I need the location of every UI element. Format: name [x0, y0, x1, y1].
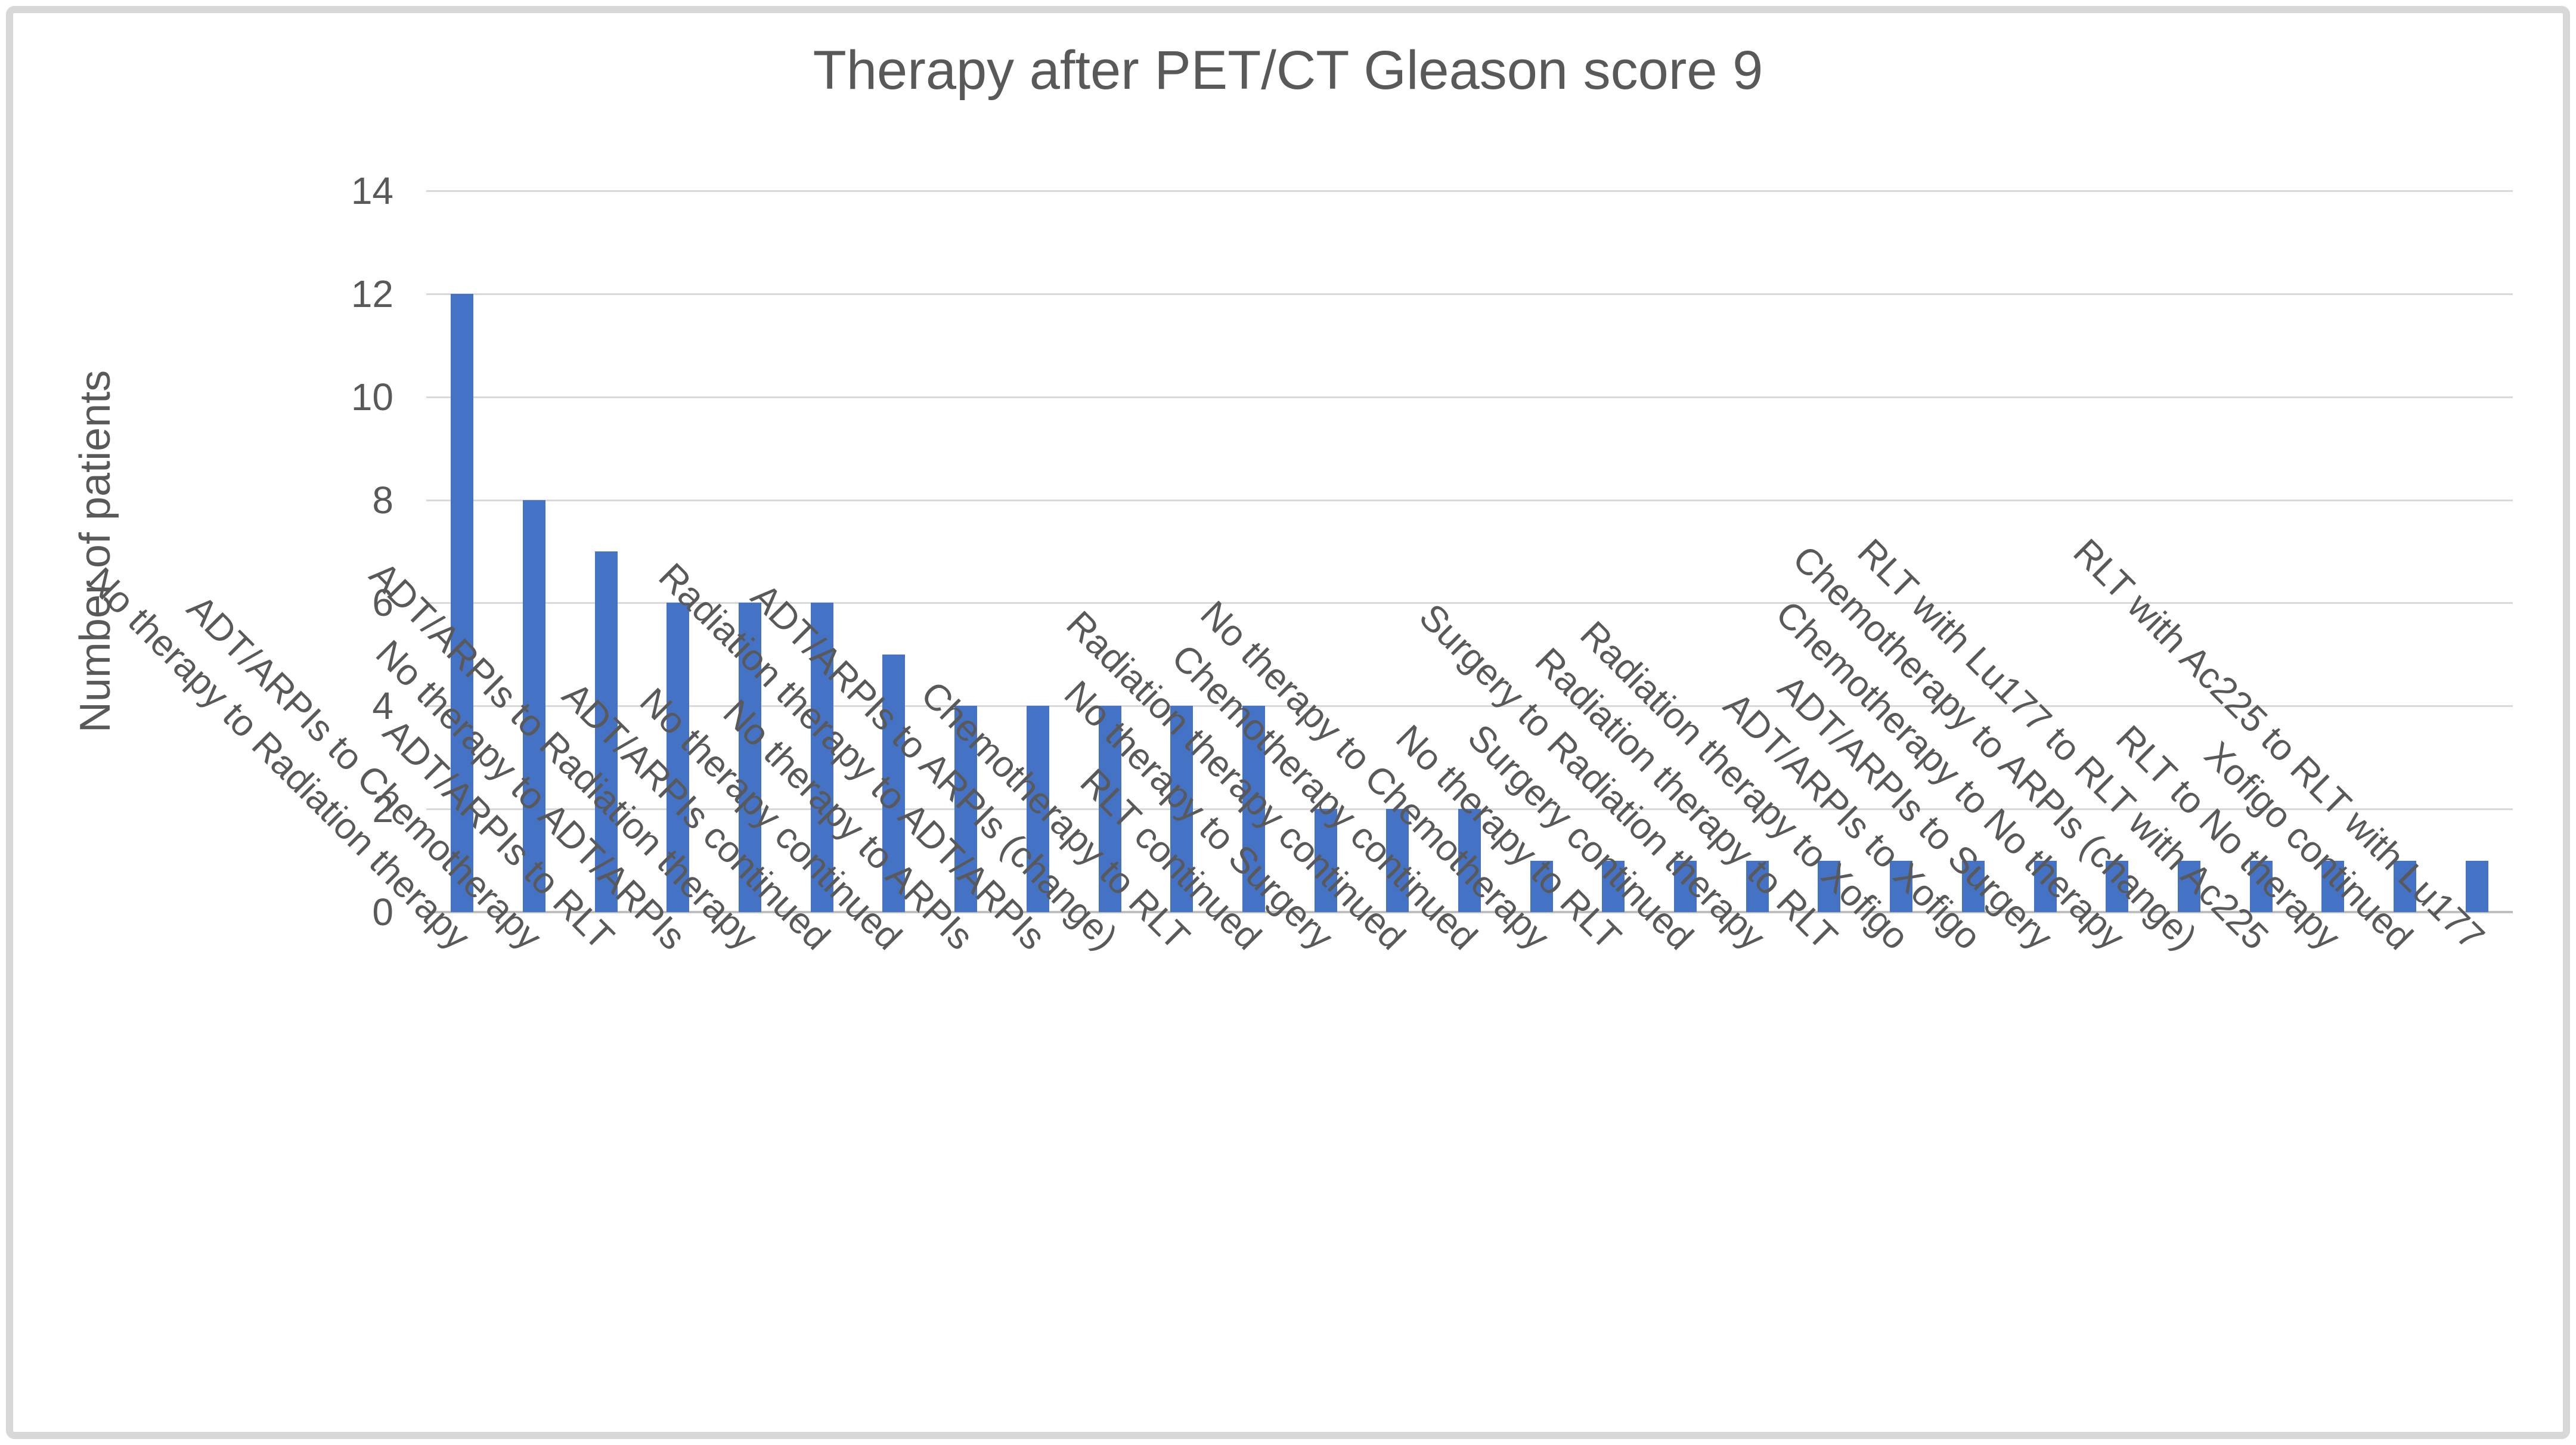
bar	[1890, 860, 1913, 912]
bar	[1458, 809, 1481, 912]
bar	[2033, 860, 2057, 912]
bar	[1242, 706, 1265, 912]
bar	[594, 551, 618, 912]
x-axis-line	[426, 911, 2513, 913]
bar	[667, 603, 690, 912]
bar	[1026, 706, 1049, 912]
bar	[1170, 706, 1194, 912]
gridline-12	[426, 293, 2513, 295]
gridline-4	[426, 705, 2513, 708]
bar	[451, 293, 474, 912]
bar	[1674, 860, 1697, 912]
bar	[1818, 860, 1841, 912]
bar	[1530, 860, 1553, 912]
bar	[810, 603, 833, 912]
bar	[882, 654, 906, 912]
bar	[2106, 860, 2129, 912]
bar	[2177, 860, 2200, 912]
bar	[1314, 809, 1337, 912]
y-tick-label-8: 8	[372, 478, 393, 522]
bar	[2249, 860, 2273, 912]
bar	[1386, 809, 1409, 912]
bar	[739, 603, 762, 912]
bar	[1746, 860, 1769, 912]
bar	[954, 706, 978, 912]
bar	[1961, 860, 1985, 912]
bar	[1602, 860, 1625, 912]
bar	[2393, 860, 2416, 912]
gridline-10	[426, 396, 2513, 398]
chart-title: Therapy after PET/CT Gleason score 9	[813, 40, 1763, 101]
gridline-14	[426, 190, 2513, 192]
y-tick-label-6: 6	[372, 581, 393, 625]
gridline-6	[426, 602, 2513, 604]
y-tick-label-12: 12	[351, 272, 393, 315]
bar	[523, 500, 546, 912]
y-tick-label-2: 2	[372, 787, 393, 831]
bar	[2321, 860, 2345, 912]
y-tick-label-10: 10	[351, 375, 393, 418]
bar	[2465, 860, 2488, 912]
y-tick-label-0: 0	[372, 891, 393, 934]
y-axis-title: Number of patients	[72, 370, 119, 733]
bar	[1098, 706, 1121, 912]
y-tick-label-4: 4	[372, 684, 393, 728]
y-tick-label-14: 14	[351, 169, 393, 212]
gridline-8	[426, 499, 2513, 501]
